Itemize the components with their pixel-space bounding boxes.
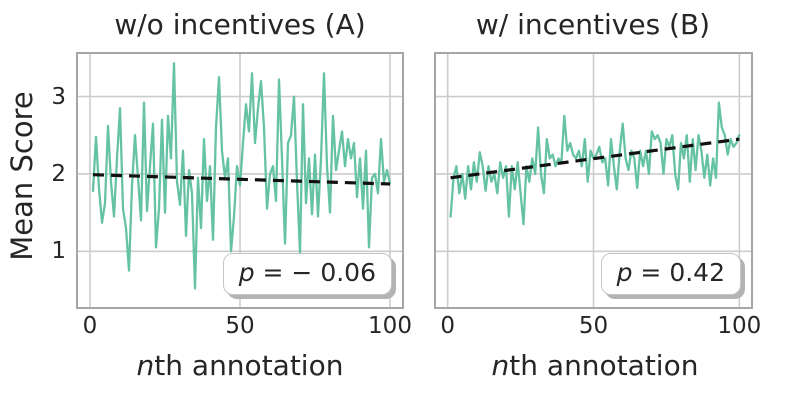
x-axis-label-b: nth annotation (492, 349, 699, 382)
panel-a-title: w/o incentives (A) (114, 8, 366, 41)
y-axis-label: Mean Score (5, 91, 39, 261)
y-tick-label: 3 (51, 83, 66, 110)
x-tick-label: 50 (225, 313, 255, 339)
y-tick-label: 2 (51, 160, 66, 187)
plot-area-b: p = 0.42 (434, 52, 753, 309)
plot-area-a: p = − 0.06 (76, 52, 404, 309)
xlabel-italic-n: n (491, 349, 510, 382)
x-axis-label-a: nth annotation (137, 349, 344, 382)
series-line (91, 62, 392, 290)
trend-line (450, 137, 740, 180)
p-symbol: p (616, 258, 633, 287)
x-tick-label: 100 (368, 313, 412, 339)
x-tick-label: 100 (717, 313, 762, 339)
x-tick-label: 0 (82, 313, 98, 339)
p-symbol: p (238, 258, 255, 287)
x-tick-label: 50 (578, 313, 609, 339)
panel-b-title: w/ incentives (B) (475, 8, 711, 41)
correlation-annotation-a: p = − 0.06 (222, 253, 392, 295)
correlation-annotation-b: p = 0.42 (600, 253, 741, 295)
y-tick-label: 1 (51, 238, 66, 265)
x-tick-label: 0 (440, 313, 455, 339)
chart-a-canvas (78, 54, 402, 307)
xlabel-italic-n: n (136, 349, 155, 382)
series-line (449, 101, 741, 226)
xlabel-rest: th annotation (154, 349, 344, 382)
p-value: = 0.42 (632, 258, 725, 287)
trend-line (92, 173, 391, 186)
xlabel-rest: th annotation (509, 349, 699, 382)
p-value: = − 0.06 (254, 258, 376, 287)
